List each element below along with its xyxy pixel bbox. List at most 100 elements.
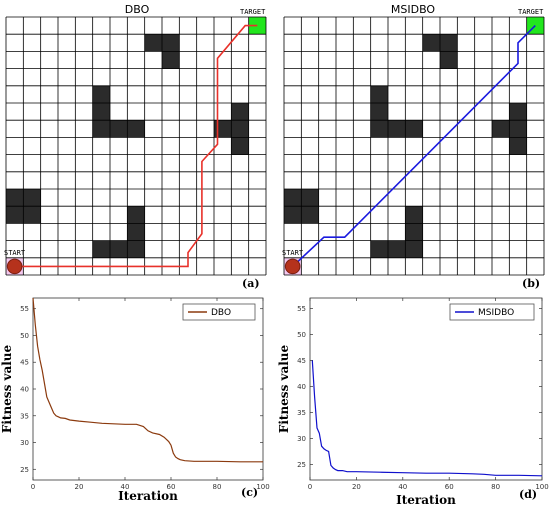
obstacle-cell xyxy=(370,85,388,103)
y-tick-label: 25 xyxy=(20,466,29,474)
panel-tag: (d) xyxy=(519,488,537,501)
x-tick-label: 100 xyxy=(256,483,269,491)
target-label: TARGET xyxy=(240,8,266,16)
obstacle-cell xyxy=(231,120,249,138)
obstacle-cell xyxy=(127,223,145,241)
y-tick-label: 35 xyxy=(20,412,29,420)
obstacle-cell xyxy=(509,120,527,138)
obstacle-cell xyxy=(127,240,145,258)
obstacle-cell xyxy=(301,189,319,207)
target-cell xyxy=(248,17,266,35)
x-tick-label: 80 xyxy=(213,483,222,491)
obstacle-cell xyxy=(92,103,110,121)
obstacle-cell xyxy=(92,240,110,258)
obstacle-cell xyxy=(509,103,527,121)
obstacle-cell xyxy=(231,103,249,121)
obstacle-cell xyxy=(23,189,41,207)
x-tick-label: 20 xyxy=(75,483,84,491)
y-tick-label: 50 xyxy=(297,331,306,339)
obstacle-cell xyxy=(422,34,440,52)
obstacle-cell xyxy=(440,51,458,69)
path-planning-map-msidbo: MSIDBO START TARGET (b) xyxy=(282,3,545,290)
x-tick-label: 20 xyxy=(352,483,361,491)
plot-area: 0 20 40 60 80 100 25 30 35 40 45 50 55 xyxy=(297,297,549,491)
obstacle-cell xyxy=(405,240,423,258)
panel-tag: (a) xyxy=(242,277,260,290)
y-tick-label: 30 xyxy=(20,439,29,447)
path-planning-map-dbo: DBO START TARGET (a) xyxy=(4,3,267,290)
x-tick-label: 40 xyxy=(121,483,130,491)
y-tick-label: 40 xyxy=(20,386,29,394)
panel-tag: (b) xyxy=(522,277,540,290)
obstacle-cell xyxy=(370,120,388,138)
planned-path xyxy=(14,24,258,268)
map-title: DBO xyxy=(125,3,150,16)
obstacle-cell xyxy=(405,223,423,241)
obstacle-cell xyxy=(370,103,388,121)
obstacle-cell xyxy=(92,85,110,103)
y-tick-label: 35 xyxy=(297,409,306,417)
start-label: START xyxy=(282,249,304,257)
panel-tag: (c) xyxy=(241,486,258,499)
y-tick-label: 25 xyxy=(297,461,306,469)
start-marker xyxy=(284,258,301,275)
obstacle-cell xyxy=(144,34,162,52)
y-axis-label: Fitness value xyxy=(277,344,291,433)
obstacle-cell xyxy=(388,120,406,138)
y-tick-label: 45 xyxy=(297,357,306,365)
obstacle-cell xyxy=(110,240,128,258)
legend-label: DBO xyxy=(211,308,231,318)
obstacle-cell xyxy=(509,137,527,155)
obstacle-cell xyxy=(162,34,180,52)
y-tick-label: 50 xyxy=(20,332,29,340)
x-tick-label: 100 xyxy=(535,483,548,491)
x-tick-label: 40 xyxy=(398,483,407,491)
map-grid xyxy=(283,16,545,276)
x-tick-label: 0 xyxy=(31,483,35,491)
obstacle-cell xyxy=(284,206,302,224)
obstacle-cell xyxy=(231,137,249,155)
convergence-chart-dbo: 0 20 40 60 80 100 25 30 35 40 45 50 55 Iteration Fit… xyxy=(0,297,270,503)
legend-box xyxy=(449,303,535,321)
target-label: TARGET xyxy=(518,8,544,16)
axes-frame xyxy=(32,297,264,481)
x-tick-label: 60 xyxy=(445,483,454,491)
obstacle-cell xyxy=(301,206,319,224)
y-tick-label: 55 xyxy=(297,305,306,313)
y-axis-label: Fitness value xyxy=(0,344,14,433)
y-tick-label: 30 xyxy=(297,435,306,443)
obstacle-cell xyxy=(370,240,388,258)
obstacle-cell xyxy=(284,189,302,207)
x-tick-label: 80 xyxy=(491,483,500,491)
map-title: MSIDBO xyxy=(391,3,436,16)
legend-box xyxy=(182,303,256,321)
obstacle-cell xyxy=(162,51,180,69)
obstacle-cell xyxy=(492,120,510,138)
start-marker xyxy=(6,258,23,275)
y-tick-label: 45 xyxy=(20,359,29,367)
obstacle-cell xyxy=(214,120,232,138)
axes-frame xyxy=(309,297,543,481)
x-axis-label: Iteration xyxy=(396,493,456,507)
obstacle-cell xyxy=(23,206,41,224)
y-tick-label: 55 xyxy=(20,305,29,313)
map-grid xyxy=(5,16,267,276)
x-axis-label: Iteration xyxy=(118,489,178,503)
obstacle-cell xyxy=(127,120,145,138)
obstacle-cell xyxy=(388,240,406,258)
convergence-chart-msidbo: 0 20 40 60 80 100 25 30 35 40 45 50 55 Iteration Fit… xyxy=(277,297,549,507)
obstacle-cell xyxy=(6,189,24,207)
x-tick-label: 0 xyxy=(308,483,312,491)
y-tick-label: 40 xyxy=(297,383,306,391)
obstacle-cell xyxy=(405,206,423,224)
series-line xyxy=(32,297,263,463)
obstacle-cell xyxy=(110,120,128,138)
legend-label: MSIDBO xyxy=(478,308,514,318)
start-label: START xyxy=(4,249,26,257)
obstacle-cell xyxy=(440,34,458,52)
obstacle-cell xyxy=(6,206,24,224)
plot-area: 0 20 40 60 80 100 25 30 35 40 45 50 55 xyxy=(20,297,270,491)
series-line xyxy=(311,360,543,477)
obstacle-cell xyxy=(405,120,423,138)
